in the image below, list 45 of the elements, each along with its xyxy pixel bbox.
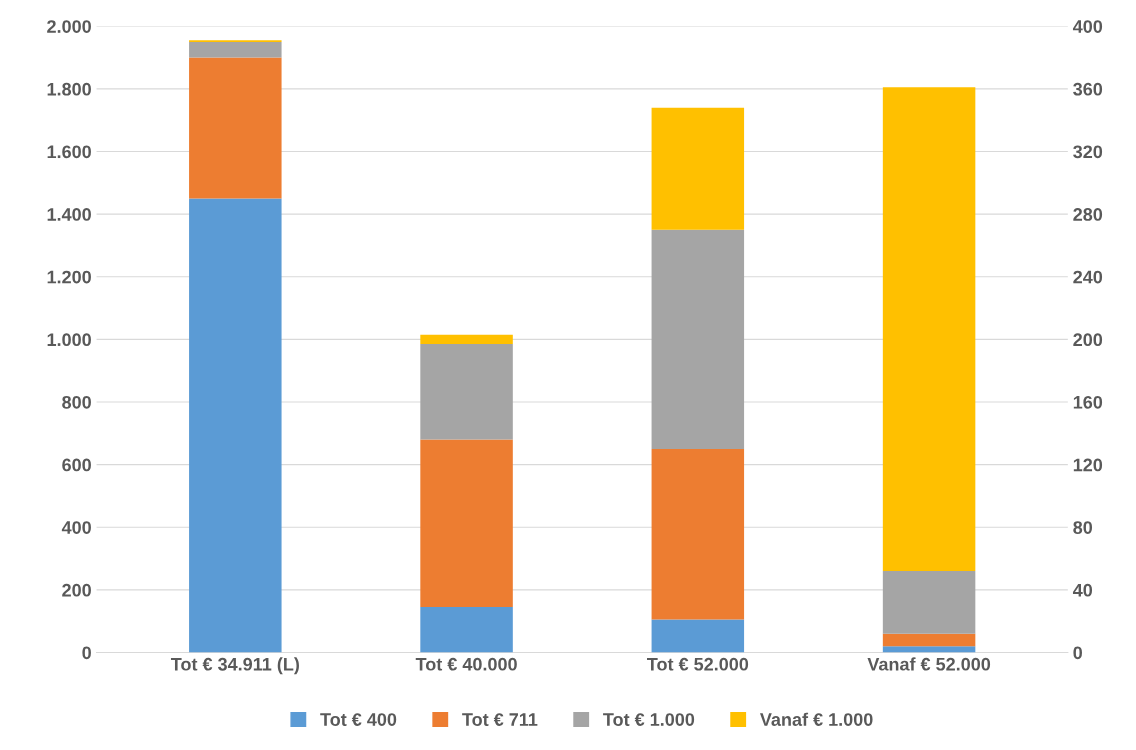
bar bbox=[651, 229, 745, 449]
y2-tick-label: 80 bbox=[1073, 521, 1093, 534]
y2-tick-label: 120 bbox=[1073, 458, 1103, 472]
y2-tick-label: 40 bbox=[1072, 583, 1093, 597]
bar bbox=[189, 198, 282, 653]
y-tick-label: 400 bbox=[61, 521, 91, 534]
bar bbox=[882, 646, 976, 653]
y2-tick-label: 200 bbox=[1073, 333, 1103, 347]
y-tick-label: 1.600 bbox=[47, 145, 91, 159]
y-tick-label: 1.400 bbox=[47, 208, 91, 221]
y2-tick-label: 360 bbox=[1073, 82, 1103, 96]
y-tick-label: 800 bbox=[62, 395, 91, 409]
y-tick-label: 1.000 bbox=[47, 333, 91, 347]
legend-label: Vanaf € 1.000 bbox=[759, 712, 873, 726]
y-tick-label: 200 bbox=[62, 583, 91, 597]
y2-tick-label: 400 bbox=[1072, 20, 1103, 33]
bar bbox=[651, 107, 745, 230]
y2-tick-label: 320 bbox=[1073, 145, 1103, 159]
bar bbox=[189, 41, 282, 58]
bar bbox=[882, 633, 976, 647]
y-tick-label: 0 bbox=[82, 646, 91, 660]
bar bbox=[651, 448, 745, 620]
bar bbox=[651, 619, 745, 653]
bar bbox=[420, 607, 513, 653]
y-tick-label: 600 bbox=[62, 458, 91, 472]
bar bbox=[189, 57, 282, 199]
x-tick-label: Tot € 40.000 bbox=[415, 657, 517, 671]
bar bbox=[882, 571, 976, 634]
x-tick-label: Tot € 34.911 (L) bbox=[170, 657, 299, 675]
legend-label: Tot € 711 bbox=[462, 713, 538, 726]
y-tick-label: 1.800 bbox=[47, 82, 91, 96]
bar bbox=[420, 344, 513, 440]
y2-tick-label: 160 bbox=[1073, 395, 1103, 409]
x-tick-label: Vanaf € 52.000 bbox=[867, 657, 991, 671]
legend-label: Tot € 1.000 bbox=[603, 713, 695, 726]
y2-tick-label: 280 bbox=[1073, 208, 1103, 221]
x-tick-label: Tot € 52.000 bbox=[647, 657, 749, 671]
legend-label: Tot € 400 bbox=[320, 713, 397, 726]
y-tick-label: 1.200 bbox=[47, 270, 91, 284]
bar bbox=[420, 334, 513, 345]
bar bbox=[882, 87, 976, 572]
bar bbox=[420, 439, 513, 608]
y2-tick-label: 0 bbox=[1073, 646, 1082, 660]
y2-tick-label: 240 bbox=[1073, 270, 1103, 284]
y-tick-label: 2.000 bbox=[47, 20, 91, 33]
